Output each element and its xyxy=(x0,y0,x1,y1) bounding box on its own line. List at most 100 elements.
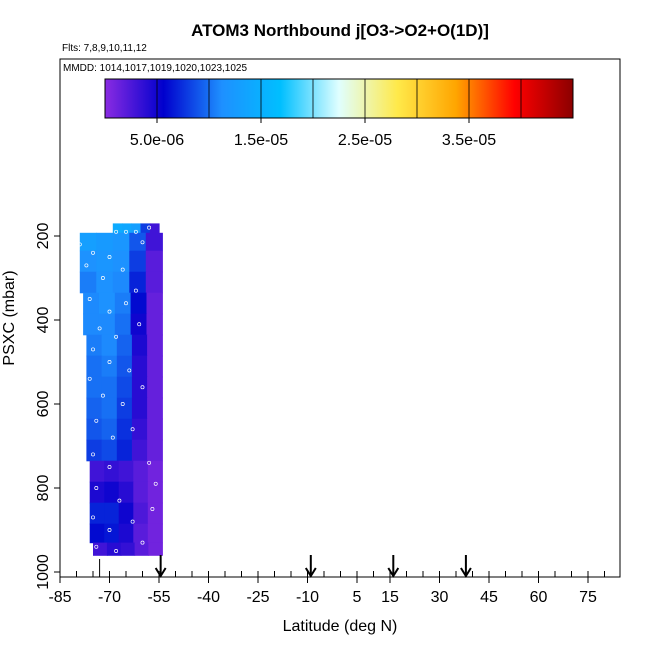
x-axis-label: Latitude (deg N) xyxy=(283,618,398,635)
sample-point xyxy=(84,263,89,268)
heatmap-cell xyxy=(104,502,120,525)
heatmap-cell xyxy=(104,523,120,544)
heatmap-cell xyxy=(130,313,147,336)
heatmap-cell xyxy=(145,271,163,294)
y-tick-label: 400 xyxy=(35,307,52,334)
x-tick-label: -40 xyxy=(197,589,220,606)
sample-point xyxy=(147,225,152,230)
heatmap-cell xyxy=(131,334,148,357)
heatmap-cell xyxy=(114,292,132,315)
sample-point xyxy=(127,368,132,373)
sample-point xyxy=(133,288,138,293)
sample-point xyxy=(137,322,142,327)
heatmap-cell xyxy=(83,292,100,315)
sample-point xyxy=(87,297,92,301)
x-tick-label: -55 xyxy=(147,589,170,606)
sample-point xyxy=(94,486,99,490)
sample-point xyxy=(107,309,112,314)
heatmap-cell xyxy=(131,439,148,462)
heatmap-cell xyxy=(147,502,163,525)
sample-point xyxy=(147,460,152,465)
dates-label: MMDD: 1014,1017,1019,1020,1023,1025 xyxy=(63,63,247,74)
sample-point xyxy=(140,385,145,390)
heatmap-cell xyxy=(149,223,160,234)
heatmap-cell xyxy=(147,334,163,357)
heatmap-cell xyxy=(98,313,116,336)
profile-arrow-head xyxy=(304,567,317,578)
x-tick-label: 45 xyxy=(480,589,498,606)
sample-point xyxy=(100,276,105,280)
x-tick-label: 30 xyxy=(431,589,449,606)
heatmap-cell xyxy=(98,292,116,315)
sample-point xyxy=(124,301,128,306)
heatmap-cell xyxy=(86,418,103,441)
heatmap-cell xyxy=(131,376,148,399)
heatmap-cell xyxy=(112,250,130,273)
heatmap-cell xyxy=(146,292,163,315)
heatmap-cell xyxy=(112,232,130,252)
sample-point xyxy=(130,427,135,432)
heatmap-cell xyxy=(89,460,105,483)
heatmap-cell xyxy=(96,232,114,252)
heatmap-cell xyxy=(114,313,132,336)
y-axis: 200 400 600 800 1000 xyxy=(35,223,60,590)
heatmap-cell xyxy=(101,334,118,357)
colorbar: 5.0e-06 1.5e-05 2.5e-05 3.5e-05 xyxy=(104,78,574,149)
x-tick-label: 75 xyxy=(579,589,597,606)
heatmap-cell xyxy=(147,460,163,483)
x-tick-label: -25 xyxy=(246,589,269,606)
y-tick-label: 1000 xyxy=(35,554,52,590)
x-tick-label: 5 xyxy=(353,589,362,606)
heatmap-cell xyxy=(104,481,120,504)
heatmap-cell xyxy=(118,502,134,525)
profile-arrow-head xyxy=(154,567,167,578)
heatmap-cell xyxy=(104,460,120,483)
sample-points xyxy=(77,225,158,553)
heatmap-cell xyxy=(96,271,114,294)
heatmap-cell xyxy=(147,481,163,504)
heatmap-cell xyxy=(133,460,149,483)
sample-point xyxy=(107,528,112,532)
profile-arrows xyxy=(154,555,472,578)
sample-point xyxy=(107,465,112,469)
sample-point xyxy=(133,229,138,234)
sample-point xyxy=(130,519,135,524)
x-tick-label: -70 xyxy=(98,589,121,606)
sample-point xyxy=(107,255,112,259)
colorbar-tick-label: 3.5e-05 xyxy=(442,132,496,149)
sample-point xyxy=(150,507,155,511)
heatmap-cell xyxy=(145,250,163,273)
y-axis-label: PSXC (mbar) xyxy=(1,270,18,365)
heatmap-cell xyxy=(116,439,133,462)
profile-arrow-head xyxy=(387,567,400,578)
heatmap-cell xyxy=(96,250,114,273)
x-axis: -85 -70 -55 -40 -25 -10 5 15 30 45 60 75 xyxy=(48,559,605,606)
heatmap-cell xyxy=(118,523,134,544)
heatmap-cell xyxy=(133,502,149,525)
x-tick-label: 15 xyxy=(381,589,399,606)
heatmap-cell xyxy=(133,481,149,504)
sample-point xyxy=(87,376,92,381)
heatmap-cell xyxy=(86,355,103,378)
heatmap-cell xyxy=(130,292,147,315)
heatmap-cell xyxy=(86,439,103,462)
sample-point xyxy=(140,240,145,245)
sample-point xyxy=(91,347,95,352)
sample-point xyxy=(114,229,119,234)
y-tick-label: 600 xyxy=(35,391,52,418)
heatmap-cell xyxy=(131,418,148,441)
heatmap-cell xyxy=(147,376,163,399)
heatmap-cell xyxy=(86,376,103,399)
sample-point xyxy=(124,229,128,234)
heatmap-cell xyxy=(147,418,163,441)
heatmap-cell xyxy=(112,223,123,234)
x-tick-label: -10 xyxy=(296,589,319,606)
heatmap-cell xyxy=(116,355,133,378)
flights-label: Flts: 7,8,9,10,11,12 xyxy=(62,43,147,54)
y-tick-label: 800 xyxy=(35,475,52,502)
sample-point xyxy=(77,242,82,247)
heatmap-cell xyxy=(112,271,130,294)
heatmap-cell xyxy=(118,481,134,504)
sample-point xyxy=(114,334,119,339)
